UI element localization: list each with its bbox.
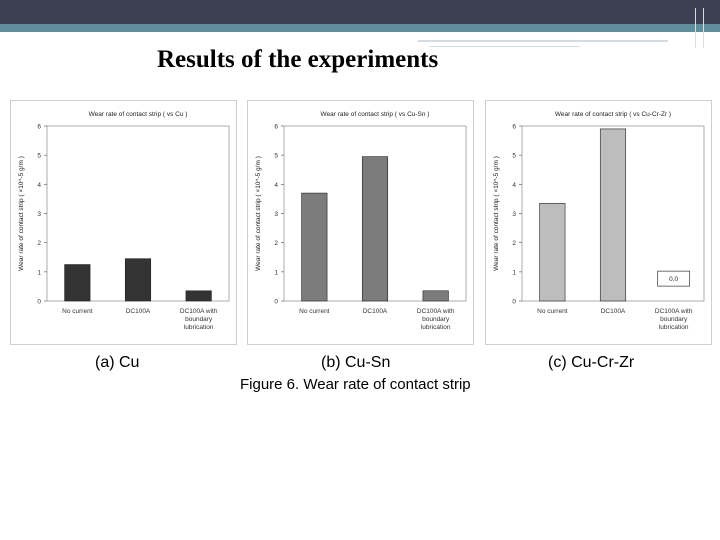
bar	[185, 290, 212, 302]
y-tick-label: 2	[274, 240, 278, 247]
bar	[301, 192, 328, 302]
y-tick-label: 4	[512, 182, 516, 189]
y-tick-label: 2	[37, 240, 41, 247]
title-accent-line	[418, 40, 668, 42]
chart-panel-cu-sn: Wear rate of contact strip ( vs Cu-Sn ) 0…	[247, 100, 474, 345]
x-category-label: lubrication	[184, 324, 214, 331]
y-tick-label: 5	[274, 153, 278, 160]
x-category-label: DC100A with	[655, 308, 693, 315]
y-axis-label: Wear rate of contact strip ( ×10^-5 g/m …	[18, 156, 25, 271]
y-tick-label: 6	[512, 124, 516, 131]
x-category-label: No current	[62, 308, 93, 315]
x-category-label: DC100A with	[180, 308, 218, 315]
title-accent-line	[430, 46, 580, 47]
slide-header-bar	[0, 0, 720, 48]
y-tick-label: 3	[512, 211, 516, 218]
chart-title: Wear rate of contact strip ( vs Cu-Cr-Zr…	[555, 111, 671, 118]
y-tick-label: 4	[274, 182, 278, 189]
y-tick-label: 5	[512, 153, 516, 160]
x-category-label: DC100A	[126, 308, 151, 315]
x-category-label: No current	[299, 308, 330, 315]
chart-panel-cu: Wear rate of contact strip ( vs Cu ) 0 1 2 3…	[10, 100, 237, 345]
y-tick-label: 5	[37, 153, 41, 160]
bar	[361, 156, 389, 302]
x-category-label: boundary	[422, 316, 450, 323]
bar	[64, 264, 91, 302]
chart-cu-cr-zr: Wear rate of contact strip ( vs Cu-Cr-Zr…	[493, 111, 705, 331]
y-tick-label: 3	[37, 211, 41, 218]
slide-title: Results of the experiments	[157, 46, 439, 73]
y-tick-label: 1	[512, 269, 516, 276]
x-category-label: DC100A	[601, 308, 626, 315]
bar	[599, 128, 627, 302]
chart-title: Wear rate of contact strip ( vs Cu )	[89, 111, 188, 118]
y-tick-label: 0	[37, 299, 41, 306]
chart-cu-sn: Wear rate of contact strip ( vs Cu-Sn ) 0…	[255, 111, 467, 331]
slide-header-accent	[0, 24, 720, 32]
x-category-label: boundary	[185, 316, 213, 323]
y-axis-label: Wear rate of contact strip ( ×10^-5 g/m …	[493, 156, 500, 271]
y-tick-label: 1	[274, 269, 278, 276]
y-tick-label: 0	[512, 299, 516, 306]
y-tick-label: 0	[274, 299, 278, 306]
chart-title: Wear rate of contact strip ( vs Cu-Sn )	[321, 111, 430, 118]
subcaption-a: (a) Cu	[95, 354, 140, 371]
x-category-label: boundary	[660, 316, 688, 323]
x-category-label: DC100A with	[417, 308, 455, 315]
figure-caption: Figure 6. Wear rate of contact strip	[240, 376, 471, 393]
subcaption-b: (b) Cu-Sn	[321, 354, 391, 371]
subcaption-c: (c) Cu-Cr-Zr	[548, 354, 635, 371]
x-category-label: No current	[537, 308, 568, 315]
chart-panel-cu-cr-zr: Wear rate of contact strip ( vs Cu-Cr-Zr…	[485, 100, 712, 345]
chart-cu: Wear rate of contact strip ( vs Cu ) 0 1 2 3…	[18, 111, 230, 331]
x-category-label: lubrication	[659, 324, 689, 331]
y-tick-label: 2	[512, 240, 516, 247]
bar	[124, 258, 152, 302]
y-tick-label: 1	[37, 269, 41, 276]
value-annotation-box	[657, 270, 691, 287]
value-annotation: 0.0	[669, 276, 678, 283]
y-tick-label: 6	[37, 124, 41, 131]
bar	[422, 290, 449, 302]
header-decor-line	[703, 8, 704, 48]
x-category-label: DC100A	[363, 308, 388, 315]
header-decor-line	[695, 8, 696, 48]
x-category-label: lubrication	[421, 324, 451, 331]
y-tick-label: 4	[37, 182, 41, 189]
y-axis-label: Wear rate of contact strip ( ×10^-5 g/m …	[255, 156, 262, 271]
bar	[539, 202, 566, 302]
y-tick-label: 3	[274, 211, 278, 218]
y-tick-label: 6	[274, 124, 278, 131]
